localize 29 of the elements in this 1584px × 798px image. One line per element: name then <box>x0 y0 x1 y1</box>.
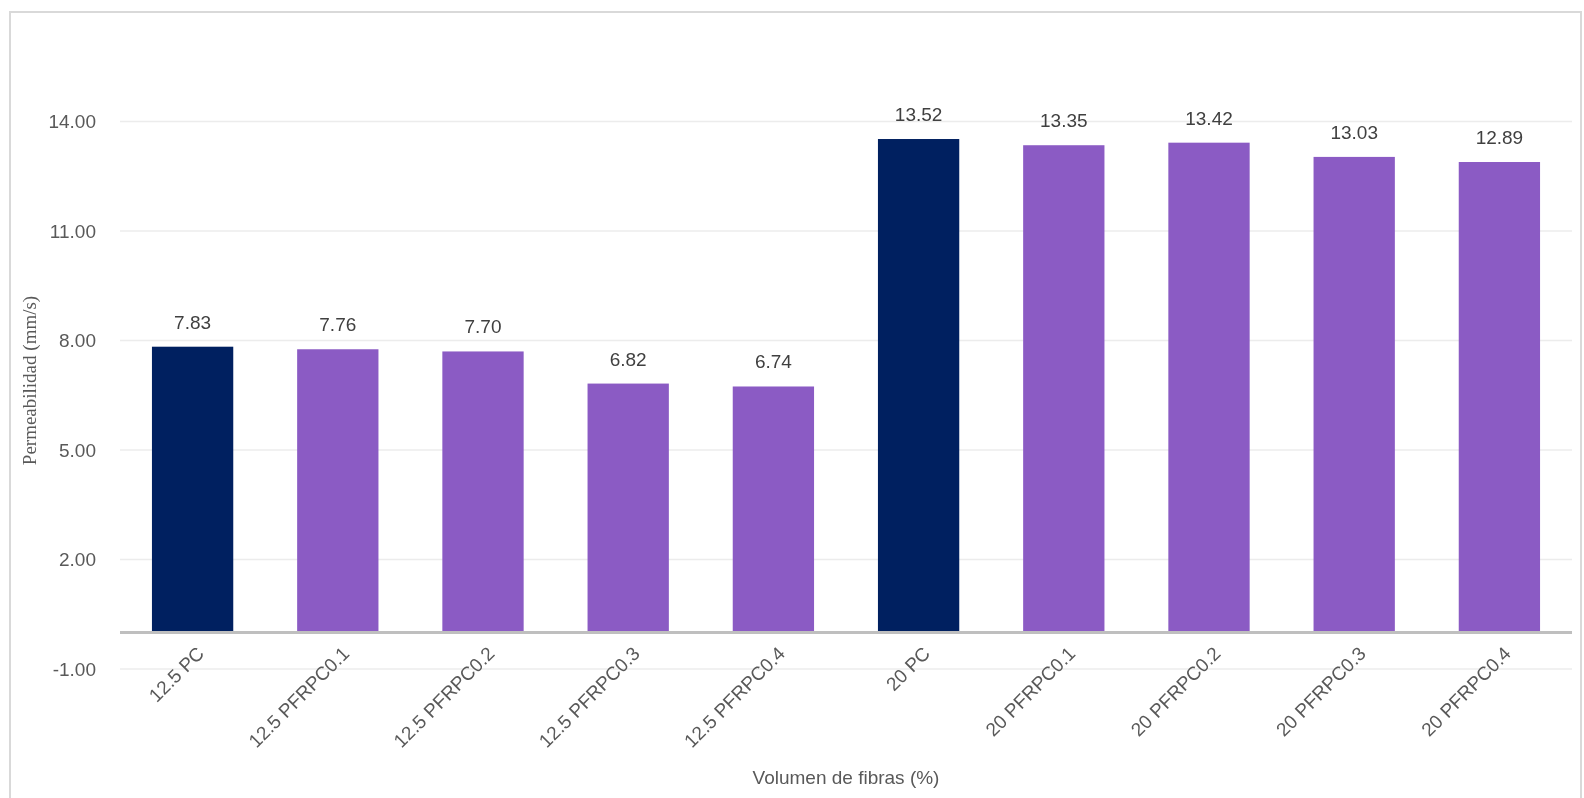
data-label: 7.76 <box>319 314 357 336</box>
bar <box>151 346 234 633</box>
y-tick-label: -1.00 <box>52 658 96 680</box>
bar <box>732 386 815 633</box>
bar <box>1023 145 1105 633</box>
data-label: 7.70 <box>464 316 502 338</box>
data-label: 6.74 <box>754 351 793 373</box>
bar <box>877 139 960 633</box>
y-tick-label: 14.00 <box>48 111 96 133</box>
bar <box>442 351 524 633</box>
bar <box>587 383 669 633</box>
data-label: 6.82 <box>609 348 647 370</box>
data-label: 13.52 <box>894 104 943 126</box>
y-tick-label: 5.00 <box>59 439 96 461</box>
data-label: 13.35 <box>1040 110 1088 132</box>
bar <box>1313 156 1395 633</box>
data-label: 7.83 <box>174 311 212 333</box>
bar <box>1458 162 1541 633</box>
bar <box>1168 142 1250 633</box>
x-axis-title: Volumen de fibras (%) <box>752 767 940 788</box>
y-axis-title: Permeabilidad (mm/s) <box>19 295 41 466</box>
data-label: 12.89 <box>1475 127 1524 149</box>
y-tick-label: 2.00 <box>59 549 96 571</box>
bar <box>297 349 379 633</box>
x-tick-label: 20 PC <box>881 642 935 695</box>
data-label: 13.42 <box>1185 107 1233 129</box>
data-label: 13.03 <box>1330 121 1378 143</box>
y-tick-label: 11.00 <box>49 220 96 242</box>
y-tick-label: 8.00 <box>59 330 96 352</box>
